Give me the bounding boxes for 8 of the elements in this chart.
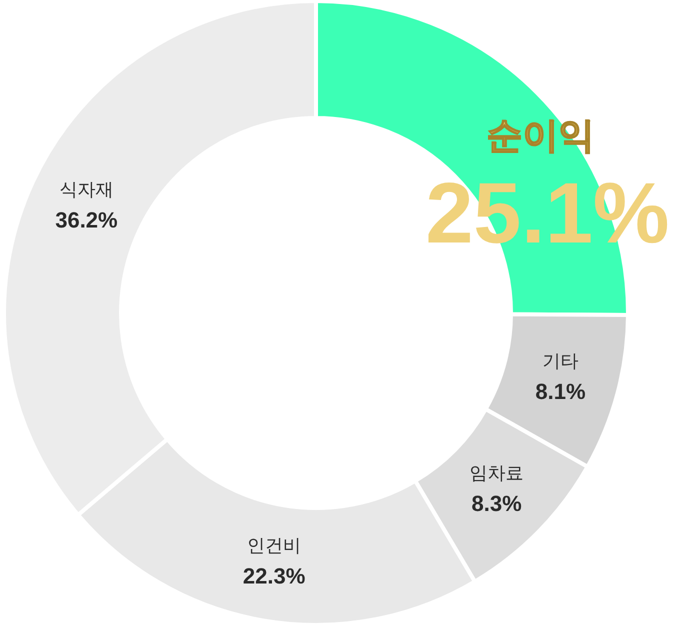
data-label: 22.3% bbox=[242, 564, 306, 588]
slice-label: 기타 bbox=[542, 351, 578, 372]
data-label: 36.2% bbox=[55, 208, 118, 233]
data-label: 8.3% bbox=[472, 491, 522, 516]
data-label: 8.1% bbox=[535, 379, 586, 404]
slice-label: 임차료 bbox=[470, 463, 524, 484]
slice-label: 인건비 bbox=[247, 536, 302, 556]
slice-label: 식자재 bbox=[59, 180, 114, 200]
